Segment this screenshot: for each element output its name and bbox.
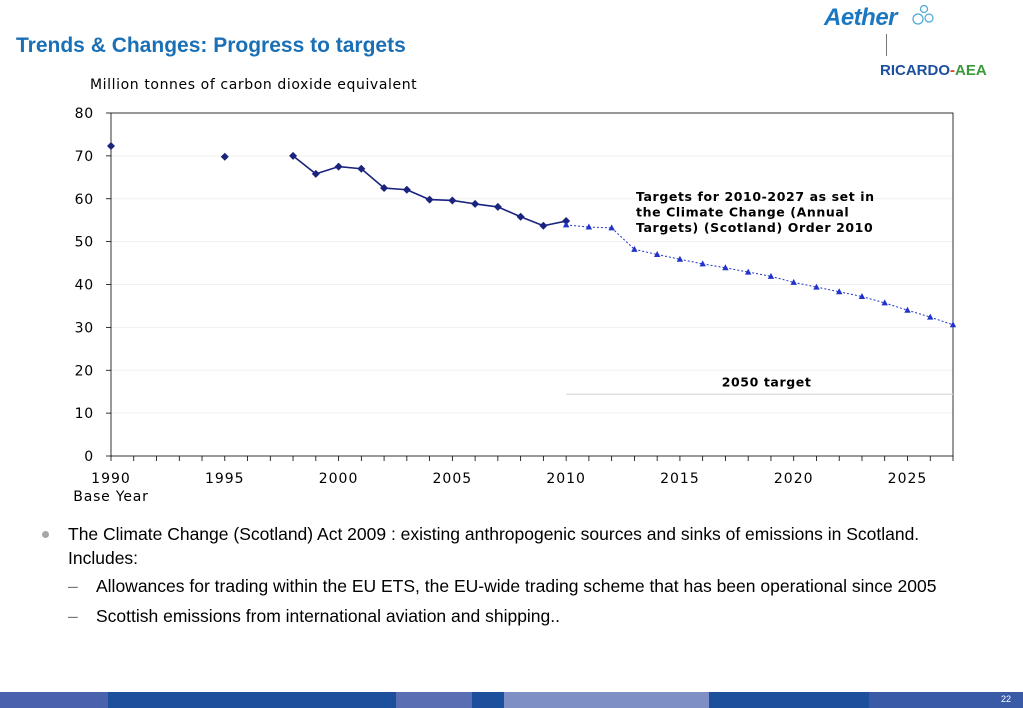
series-segment <box>293 156 316 174</box>
footer-segment <box>108 692 396 708</box>
series-segment <box>816 287 839 292</box>
x-tick-label: 1995 <box>205 471 245 487</box>
footer-segment <box>504 692 709 708</box>
series-segment <box>589 227 612 228</box>
bullet-text: The Climate Change (Scotland) Act 2009 :… <box>68 524 919 568</box>
y-tick-label: 20 <box>75 363 94 379</box>
series-segment <box>703 264 726 268</box>
series-segment <box>407 190 430 200</box>
sub-bullet-text: Scottish emissions from international av… <box>96 606 560 626</box>
data-point-diamond <box>448 196 456 204</box>
series-segment <box>316 167 339 174</box>
series-segment <box>521 217 544 226</box>
series-segment <box>862 297 885 303</box>
series-segment <box>498 207 521 217</box>
bullet-dot-icon <box>42 531 49 538</box>
x-tick-label: 2020 <box>774 471 814 487</box>
data-point-diamond <box>403 186 411 194</box>
series-segment <box>361 169 384 188</box>
sub-bullet-text: Allowances for trading within the EU ETS… <box>96 576 936 596</box>
x-tick-label: 2005 <box>433 471 473 487</box>
series-segment <box>930 317 953 325</box>
y-tick-label: 30 <box>75 320 94 336</box>
series-segment <box>748 272 771 276</box>
series-1 <box>563 221 956 327</box>
x-tick-label: 2025 <box>888 471 928 487</box>
target-2050-label: 2050 target <box>722 374 812 389</box>
series-segment <box>771 276 794 282</box>
sub-bullet-item: – Scottish emissions from international a… <box>68 604 990 628</box>
data-point-diamond <box>517 213 525 221</box>
y-tick-label: 80 <box>75 106 94 122</box>
data-point-diamond <box>426 196 434 204</box>
data-point-diamond <box>221 153 229 161</box>
series-segment <box>885 303 908 310</box>
y-tick-label: 70 <box>75 149 94 165</box>
series-0 <box>107 142 570 230</box>
x-tick-label: 2015 <box>660 471 700 487</box>
targets-annotation-line: the Climate Change (Annual <box>636 205 849 220</box>
base-year-label: Base Year <box>73 489 148 505</box>
series-segment <box>657 254 680 259</box>
footer-segment <box>709 692 869 708</box>
chart-gridlines <box>111 113 953 413</box>
series-segment <box>725 268 748 272</box>
series-segment <box>680 259 703 264</box>
y-tick-label: 60 <box>75 192 94 208</box>
y-tick-label: 0 <box>84 449 94 465</box>
y-tick-label: 40 <box>75 278 94 294</box>
series-segment <box>634 249 657 254</box>
series-segment <box>907 310 930 317</box>
sub-bullet-list: – Allowances for trading within the EU ET… <box>68 574 990 628</box>
footer-segment <box>869 692 1023 708</box>
bullet-list: The Climate Change (Scotland) Act 2009 :… <box>40 522 990 634</box>
axis-group: 0 10 20 30 40 50 60 70 80 1990 1995 2000 2005 2010 201… <box>73 106 953 505</box>
y-axis-label: Million tonnes of carbon dioxide equival… <box>90 77 417 93</box>
sub-bullet-item: – Allowances for trading within the EU ET… <box>68 574 990 598</box>
series-segment <box>839 292 862 297</box>
footer-segment <box>0 692 108 708</box>
data-point-diamond <box>494 203 502 211</box>
x-tick-label: 2010 <box>546 471 586 487</box>
target-2050-group: 2050 target <box>566 374 953 394</box>
x-tick-label: 2000 <box>319 471 359 487</box>
y-tick-label: 10 <box>75 406 94 422</box>
data-point-diamond <box>107 142 115 150</box>
dash-icon: – <box>68 574 78 598</box>
series-segment <box>612 228 635 249</box>
footer-segment <box>472 692 504 708</box>
data-point-triangle <box>631 246 637 252</box>
targets-annotation-line: Targets) (Scotland) Order 2010 <box>636 220 873 235</box>
dash-icon: – <box>68 604 78 628</box>
footer-segment <box>396 692 472 708</box>
bullet-item: The Climate Change (Scotland) Act 2009 :… <box>40 522 990 628</box>
series-segment <box>543 221 566 226</box>
targets-annotation-line: Targets for 2010-2027 as set in <box>636 189 875 204</box>
page-number: 22 <box>1001 694 1011 704</box>
x-tick-label: 1990 <box>91 471 131 487</box>
data-point-diamond <box>471 200 479 208</box>
data-point-diamond <box>335 163 343 171</box>
emissions-chart: Million tonnes of carbon dioxide equival… <box>0 0 1023 510</box>
series-segment <box>566 225 589 227</box>
footer-bar <box>0 692 1023 708</box>
y-tick-label: 50 <box>75 235 94 251</box>
data-point-diamond <box>539 222 547 230</box>
